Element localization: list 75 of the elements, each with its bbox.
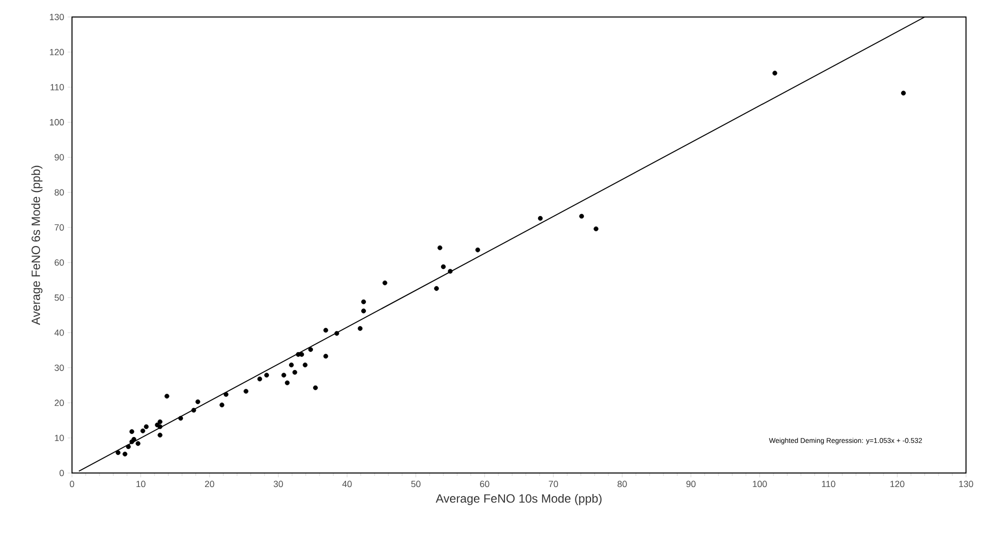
point	[302, 362, 308, 368]
point	[195, 399, 200, 404]
point	[144, 424, 149, 430]
point	[438, 245, 442, 250]
point	[264, 372, 270, 378]
x-tick-label: 0	[70, 480, 74, 488]
y-axis-title: Average FeNO 6s Mode (ppb)	[31, 166, 42, 325]
point	[361, 299, 366, 304]
x-tick-label: 20	[205, 480, 214, 488]
y-tick-label: 20	[54, 400, 64, 406]
point	[440, 264, 446, 270]
x-tick-label: 30	[274, 480, 283, 488]
y-tick-label: 0	[60, 470, 64, 476]
point	[594, 226, 598, 232]
x-axis-title: Average FeNO 10s Mode (ppb)	[436, 494, 602, 506]
x-tick-label: 80	[618, 480, 627, 488]
point	[122, 452, 128, 456]
x-tick-label: 60	[480, 480, 490, 488]
point	[334, 331, 340, 336]
point	[308, 347, 314, 352]
point	[292, 370, 298, 375]
y-tick-label: 70	[54, 224, 64, 231]
point	[382, 280, 388, 286]
point	[178, 416, 184, 421]
point	[220, 402, 224, 408]
point	[191, 408, 196, 413]
point	[158, 432, 162, 438]
y-tick-label: 40	[54, 330, 64, 336]
point	[129, 439, 134, 444]
y-tick-label: 50	[54, 294, 64, 301]
point	[475, 248, 480, 252]
point	[158, 419, 162, 424]
point	[901, 90, 906, 96]
point	[164, 394, 170, 399]
point	[284, 380, 290, 386]
point	[116, 450, 120, 456]
point	[358, 326, 363, 331]
point	[323, 354, 328, 359]
point	[257, 376, 262, 382]
point	[579, 214, 584, 219]
x-tick-label: 90	[686, 480, 696, 488]
y-tick-label: 90	[54, 154, 64, 160]
point	[772, 70, 778, 76]
x-tick-label: 40	[342, 480, 352, 488]
x-tick-label: 100	[752, 480, 767, 488]
point	[129, 429, 134, 434]
x-tick-label: 10	[136, 480, 146, 488]
point	[126, 444, 131, 450]
x-tick-label: 50	[411, 480, 420, 488]
y-tick-label: 110	[50, 84, 64, 90]
point	[434, 286, 439, 291]
point	[140, 428, 146, 434]
y-tick-label: 30	[54, 364, 64, 371]
point	[313, 385, 318, 390]
x-tick-label: 130	[959, 480, 974, 488]
y-tick-label: 80	[54, 189, 64, 196]
point	[361, 308, 366, 314]
point	[299, 352, 304, 357]
x-tick-label: 70	[548, 480, 558, 488]
point	[136, 441, 140, 446]
x-tick-label: 120	[890, 480, 904, 488]
point	[158, 424, 162, 430]
point	[288, 362, 294, 368]
y-tick-label: 120	[50, 48, 64, 56]
y-tick-label: 10	[54, 434, 64, 442]
y-tick-label: 130	[50, 14, 64, 20]
point	[538, 216, 543, 221]
y-tick-label: 60	[54, 259, 64, 266]
point	[448, 268, 453, 274]
point	[323, 328, 328, 333]
point	[281, 372, 286, 378]
point	[224, 392, 228, 397]
point	[244, 388, 248, 394]
y-tick-label: 100	[50, 119, 64, 126]
x-tick-label: 110	[822, 480, 836, 488]
